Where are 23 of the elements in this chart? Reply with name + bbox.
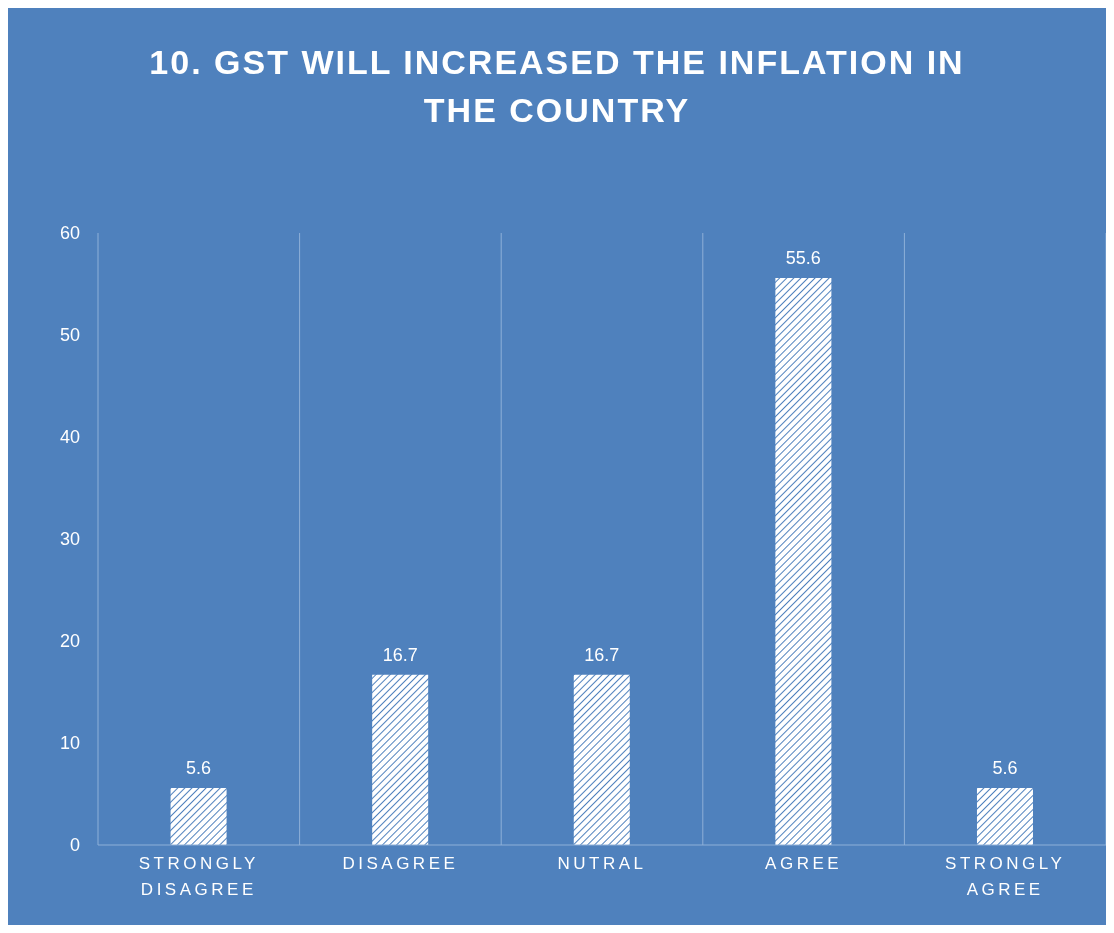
bar [775,277,832,845]
x-tick-label: DISAGREE [342,854,459,873]
bar [573,674,630,845]
bar [372,674,429,845]
data-label: 5.6 [992,757,1018,778]
bar [976,787,1033,845]
y-tick-label: 30 [59,529,80,550]
y-tick-label: 40 [59,427,80,448]
data-label: 55.6 [785,247,821,268]
x-tick-label: STRONGLY DISAGREE [138,854,259,899]
y-tick-label: 50 [59,325,80,346]
y-tick-label: 10 [59,733,80,754]
x-tick-label: STRONGLY AGREE [945,854,1066,899]
y-tick-label: 0 [69,835,80,856]
y-tick-label: 60 [59,223,80,244]
x-tick-label: NUTRAL [557,854,647,873]
y-tick-label: 20 [59,631,80,652]
chart-title: 10. GST WILL INCREASED THE INFLATION IN THE COUNTRY [148,42,966,131]
x-tick-label: AGREE [765,854,843,873]
data-label: 16.7 [584,644,620,665]
data-label: 16.7 [382,644,418,665]
bar [170,787,227,845]
data-label: 5.6 [186,757,212,778]
